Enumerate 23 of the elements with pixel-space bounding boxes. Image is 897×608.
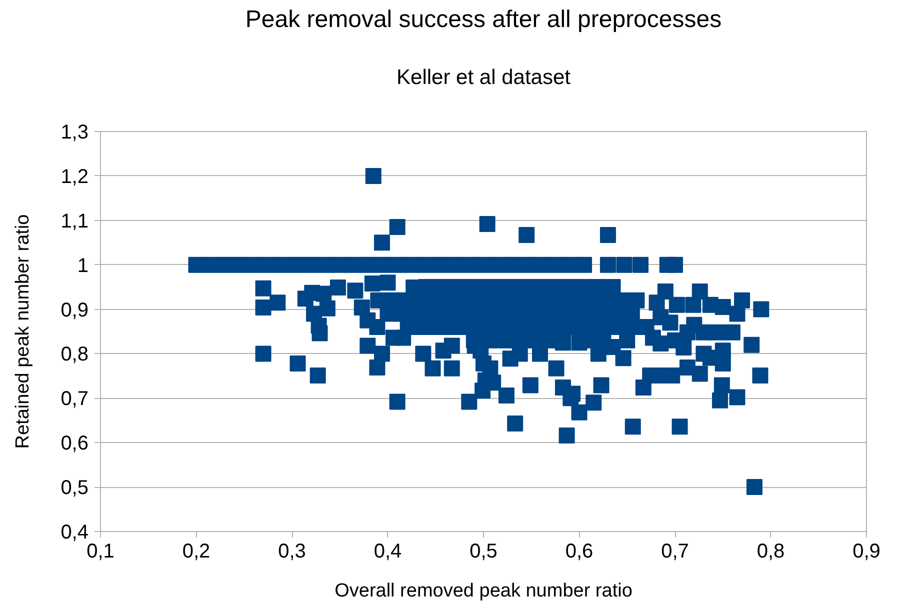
x-tick-label: 0,3 (278, 540, 306, 562)
x-tick-label: 0,6 (565, 540, 594, 562)
y-tick-label: 1,3 (60, 122, 89, 144)
y-axis-title: Retained peak number ratio (12, 214, 34, 449)
x-tick-label: 0,4 (374, 540, 402, 562)
x-tick-label: 0,9 (852, 540, 880, 562)
y-tick-label: 0,5 (60, 477, 89, 500)
y-tick-label: 0,7 (60, 388, 89, 410)
chart-title: Peak removal success after all preprocesses (245, 6, 722, 33)
y-tick-label: 1 (77, 254, 88, 277)
x-tick-label: 0,1 (86, 540, 114, 562)
x-tick-label: 0,7 (661, 540, 689, 562)
y-tick-label: 1,1 (60, 210, 89, 232)
y-tick-label: 0,9 (60, 299, 89, 322)
chart-subtitle: Keller et al dataset (396, 66, 571, 89)
y-tick-label: 1,2 (60, 166, 89, 188)
y-tick-label: 0,8 (60, 344, 89, 366)
x-tick-label: 0,2 (182, 540, 210, 562)
x-tick-label: 0,8 (756, 540, 785, 562)
y-tick-label: 0,6 (60, 432, 89, 455)
x-tick-label: 0,5 (470, 540, 498, 562)
y-tick-label: 0,4 (60, 522, 89, 544)
x-axis-title: Overall removed peak number ratio (334, 580, 632, 602)
